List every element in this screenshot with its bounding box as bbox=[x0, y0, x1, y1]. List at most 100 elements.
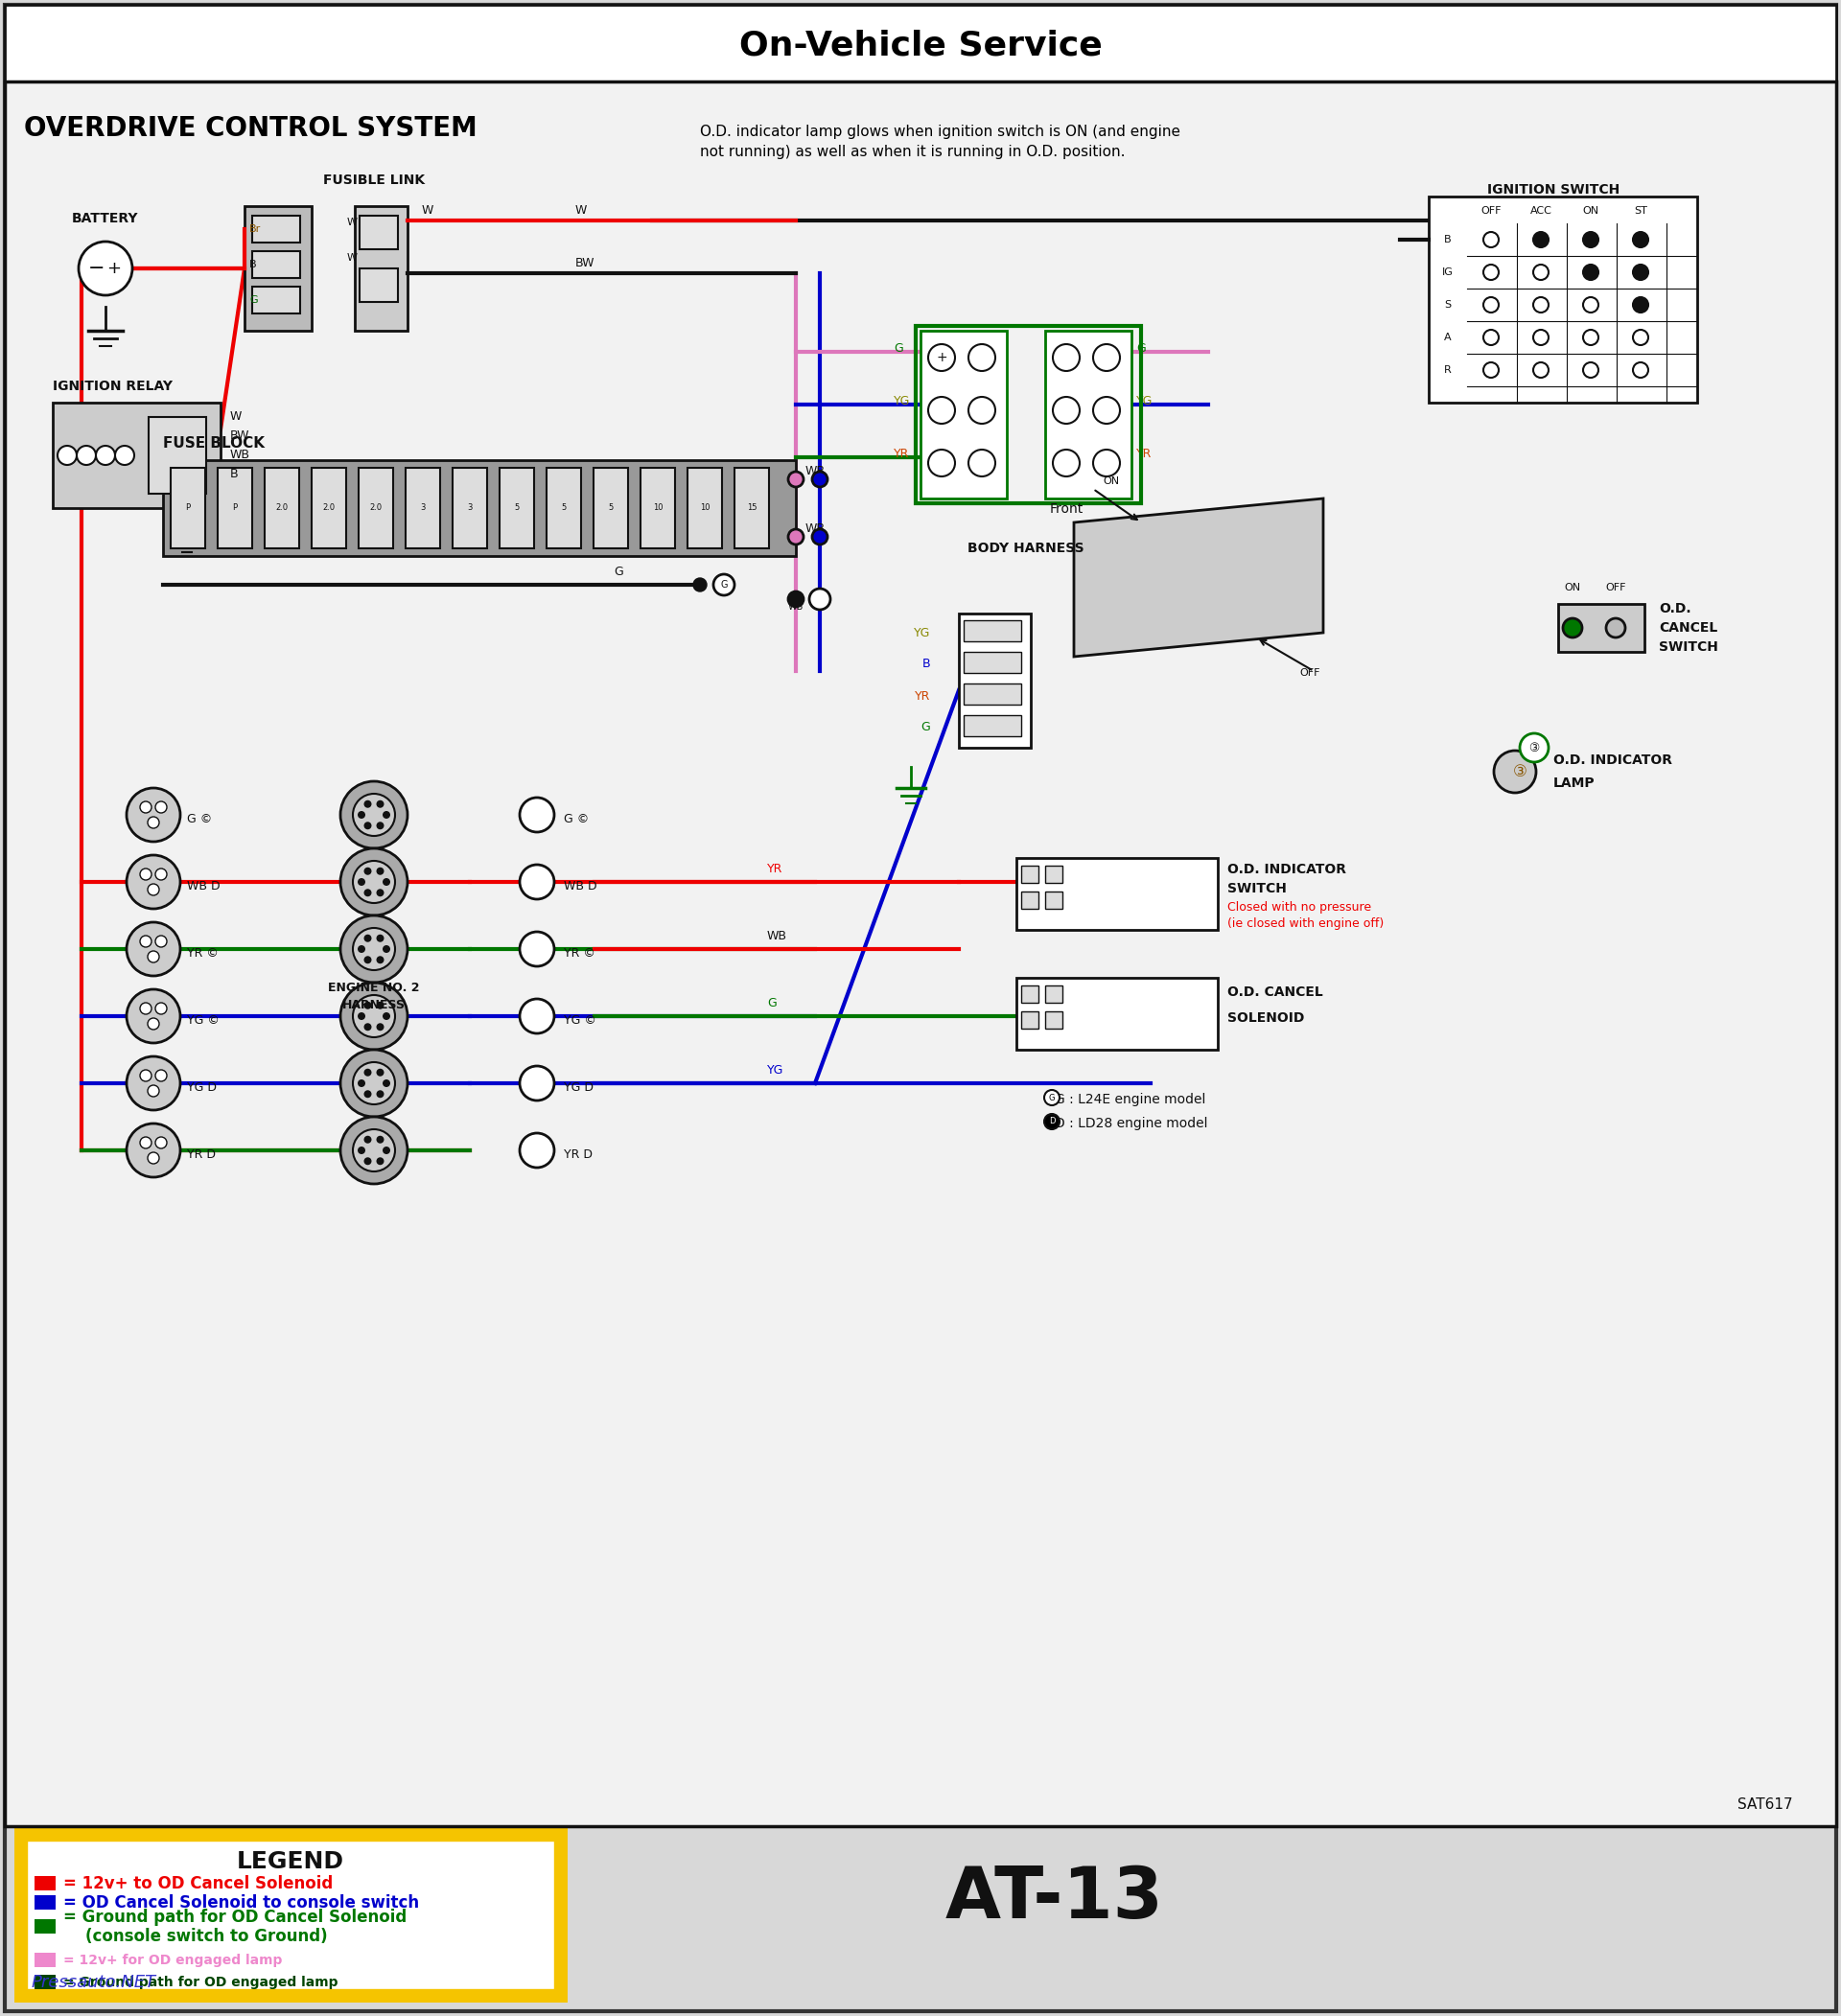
Bar bbox=[641, 468, 676, 548]
Text: OFF: OFF bbox=[1300, 667, 1320, 677]
Text: BATTERY: BATTERY bbox=[72, 212, 138, 226]
Text: = Ground path for OD engaged lamp: = Ground path for OD engaged lamp bbox=[63, 1976, 339, 1990]
Circle shape bbox=[1563, 619, 1581, 637]
Circle shape bbox=[365, 823, 372, 829]
Circle shape bbox=[147, 816, 158, 829]
Text: W: W bbox=[348, 218, 357, 228]
Text: OFF: OFF bbox=[1480, 206, 1500, 216]
Text: G: G bbox=[1049, 1093, 1055, 1103]
Circle shape bbox=[1053, 397, 1079, 423]
Circle shape bbox=[519, 998, 554, 1034]
Text: G: G bbox=[893, 343, 902, 355]
Circle shape bbox=[365, 1091, 372, 1099]
Bar bbox=[1046, 331, 1132, 498]
Circle shape bbox=[147, 952, 158, 962]
Text: Br: Br bbox=[249, 224, 261, 234]
Circle shape bbox=[341, 782, 407, 849]
Circle shape bbox=[376, 889, 385, 897]
Circle shape bbox=[365, 889, 372, 897]
Circle shape bbox=[1493, 750, 1535, 792]
Text: ACC: ACC bbox=[1530, 206, 1552, 216]
Circle shape bbox=[1534, 264, 1548, 280]
Circle shape bbox=[376, 935, 385, 941]
Circle shape bbox=[155, 802, 168, 812]
Circle shape bbox=[1044, 1091, 1060, 1105]
Text: Pressauto.NET: Pressauto.NET bbox=[31, 1974, 156, 1992]
Circle shape bbox=[1633, 232, 1648, 248]
Bar bbox=[453, 468, 488, 548]
Text: WB: WB bbox=[230, 450, 250, 462]
Bar bbox=[359, 268, 398, 302]
Circle shape bbox=[1633, 264, 1648, 280]
Circle shape bbox=[968, 397, 996, 423]
Bar bbox=[1016, 859, 1217, 929]
Text: W: W bbox=[348, 254, 357, 262]
Bar bbox=[265, 468, 298, 548]
Text: −: − bbox=[88, 258, 105, 278]
Text: B: B bbox=[249, 260, 256, 270]
Text: B: B bbox=[922, 657, 930, 671]
Circle shape bbox=[1094, 345, 1119, 371]
Text: 10: 10 bbox=[700, 504, 711, 512]
Text: WB D: WB D bbox=[563, 879, 596, 891]
Circle shape bbox=[353, 927, 396, 970]
Text: = 12v+ to OD Cancel Solenoid: = 12v+ to OD Cancel Solenoid bbox=[63, 1875, 333, 1893]
Circle shape bbox=[114, 446, 134, 466]
Bar bbox=[252, 286, 300, 312]
Text: P: P bbox=[186, 504, 190, 512]
Circle shape bbox=[519, 1133, 554, 1167]
Bar bbox=[17, 1831, 563, 1998]
Bar bbox=[735, 468, 770, 548]
Circle shape bbox=[694, 579, 707, 591]
Bar bbox=[28, 1841, 554, 1990]
Bar bbox=[1046, 986, 1062, 1002]
Circle shape bbox=[383, 1079, 390, 1087]
Bar bbox=[1022, 986, 1038, 1002]
Text: IGNITION SWITCH: IGNITION SWITCH bbox=[1488, 183, 1620, 196]
Circle shape bbox=[127, 855, 180, 909]
Text: YG D: YG D bbox=[188, 1083, 217, 1095]
Circle shape bbox=[140, 869, 151, 881]
Text: BW: BW bbox=[230, 429, 250, 442]
Circle shape bbox=[1484, 331, 1499, 345]
Circle shape bbox=[155, 1137, 168, 1149]
Circle shape bbox=[127, 788, 180, 841]
Text: YG ©: YG © bbox=[563, 1014, 596, 1026]
Text: CANCEL: CANCEL bbox=[1659, 621, 1718, 635]
Text: YR D: YR D bbox=[188, 1149, 215, 1161]
Text: O.D. CANCEL: O.D. CANCEL bbox=[1228, 986, 1324, 998]
Bar bbox=[311, 468, 346, 548]
Bar bbox=[245, 206, 311, 331]
Circle shape bbox=[376, 1091, 385, 1099]
Bar bbox=[1429, 196, 1697, 403]
Circle shape bbox=[147, 883, 158, 895]
Bar bbox=[915, 327, 1141, 504]
Text: O.D. INDICATOR: O.D. INDICATOR bbox=[1554, 754, 1672, 766]
Text: = Ground path for OD Cancel Solenoid
    (console switch to Ground): = Ground path for OD Cancel Solenoid (co… bbox=[63, 1909, 407, 1945]
Text: S: S bbox=[1445, 300, 1451, 310]
Text: FUSIBLE LINK: FUSIBLE LINK bbox=[322, 173, 425, 187]
Text: SWITCH: SWITCH bbox=[1659, 641, 1718, 653]
Circle shape bbox=[140, 935, 151, 948]
Text: B: B bbox=[230, 468, 237, 480]
Text: OFF: OFF bbox=[1605, 583, 1626, 593]
Circle shape bbox=[341, 982, 407, 1050]
Bar bbox=[1046, 865, 1062, 883]
Circle shape bbox=[812, 528, 827, 544]
Bar bbox=[963, 683, 1022, 706]
Circle shape bbox=[127, 1123, 180, 1177]
Text: Front: Front bbox=[1049, 502, 1084, 516]
Circle shape bbox=[1633, 331, 1648, 345]
Circle shape bbox=[155, 1002, 168, 1014]
Bar bbox=[1022, 865, 1038, 883]
Text: AT-13: AT-13 bbox=[946, 1863, 1164, 1933]
Circle shape bbox=[155, 935, 168, 948]
Text: WB: WB bbox=[768, 929, 788, 941]
Circle shape bbox=[376, 800, 385, 808]
Circle shape bbox=[155, 1070, 168, 1081]
Text: LEGEND: LEGEND bbox=[237, 1851, 344, 1873]
Text: P: P bbox=[232, 504, 237, 512]
Bar bbox=[405, 468, 440, 548]
Circle shape bbox=[383, 810, 390, 818]
Bar bbox=[35, 1877, 55, 1891]
